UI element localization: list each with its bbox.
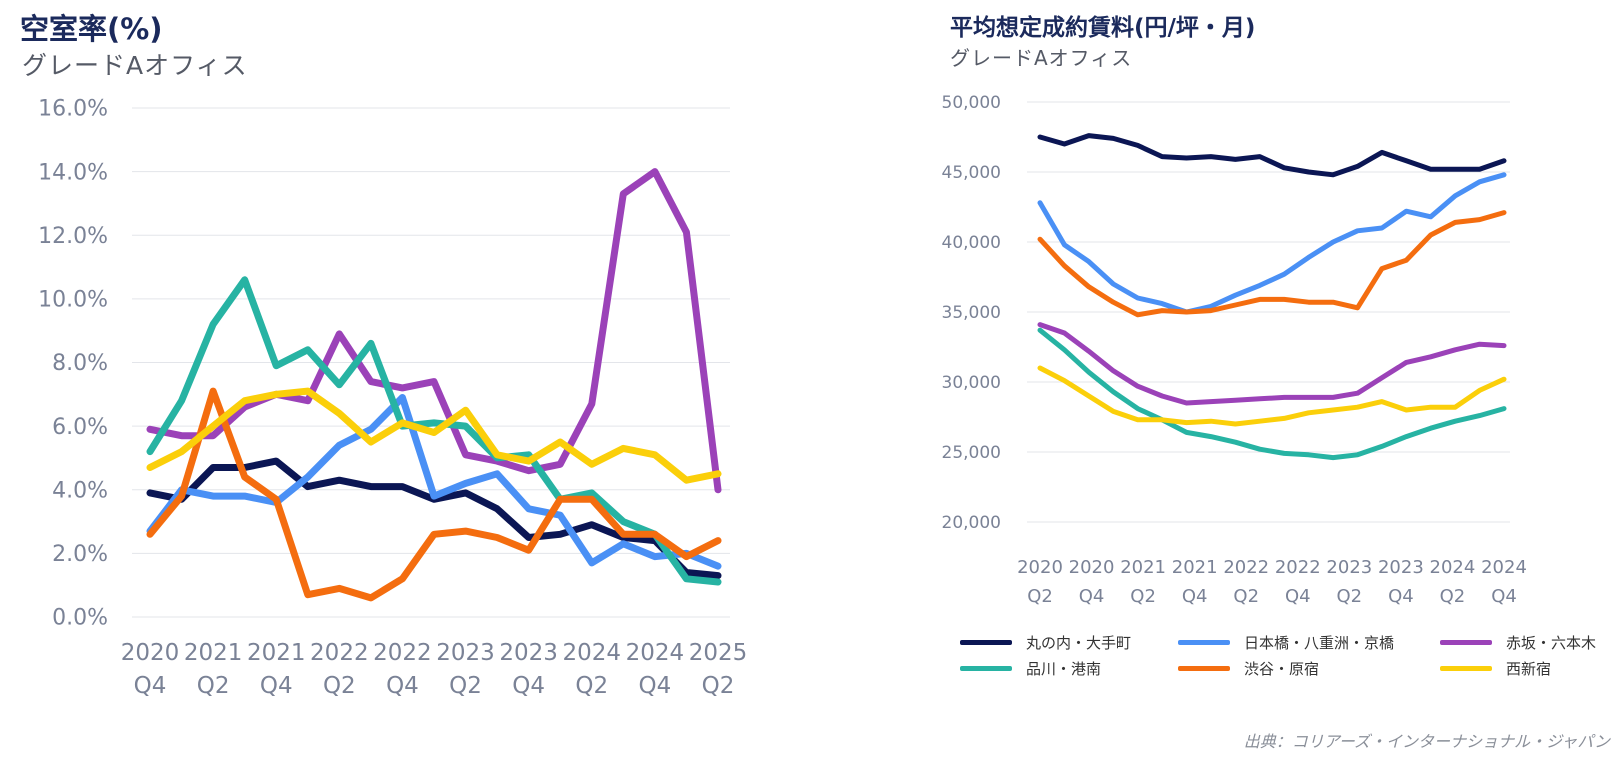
rent-y-tick-label: 50,000 xyxy=(942,93,1001,113)
rent-x-tick-year: 2022 xyxy=(1223,557,1269,578)
rent-x-tick-year: 2024 xyxy=(1481,557,1527,578)
rent-chart-title: 平均想定成約賃料(円/坪・月) xyxy=(950,15,1256,41)
vacancy-series-line-2 xyxy=(146,168,722,494)
legend-swatch-nihonbashi xyxy=(1178,640,1230,645)
rent-x-tick-year: 2020 xyxy=(1017,557,1063,578)
vacancy-x-tick-year: 2021 xyxy=(184,640,243,666)
vacancy-y-tick-label: 14.0% xyxy=(38,160,108,185)
vacancy-y-tick-label: 0.0% xyxy=(52,606,108,631)
vacancy-series-line-0 xyxy=(146,457,722,580)
vacancy-x-tick-year: 2022 xyxy=(310,640,369,666)
rent-x-tick-year: 2023 xyxy=(1378,557,1424,578)
vacancy-x-tick-quarter: Q2 xyxy=(323,673,356,699)
legend-label-marunouchi: 丸の内・大手町 xyxy=(1026,634,1132,652)
legend-label-nishishinjuku: 西新宿 xyxy=(1506,660,1552,678)
rent-x-tick-year: 2020 xyxy=(1069,557,1115,578)
rent-y-tick-label: 20,000 xyxy=(942,513,1001,533)
legend-swatch-akasaka xyxy=(1440,640,1492,645)
vacancy-y-tick-label: 12.0% xyxy=(38,224,108,249)
rent-series-line-1 xyxy=(1037,172,1507,315)
vacancy-x-tick-quarter: Q4 xyxy=(134,673,167,699)
rent-x-tick-quarter: Q4 xyxy=(1285,586,1311,607)
rent-series-line-3 xyxy=(1037,327,1507,461)
legend-item-shibuya: 渋谷・原宿 xyxy=(1178,658,1319,679)
legend-swatch-marunouchi xyxy=(960,640,1012,645)
rent-x-tick-quarter: Q4 xyxy=(1491,586,1517,607)
vacancy-series-line-1 xyxy=(146,394,722,570)
vacancy-x-tick-year: 2023 xyxy=(436,640,495,666)
vacancy-y-tick-label: 10.0% xyxy=(38,288,108,313)
rent-x-tick-quarter: Q4 xyxy=(1182,586,1208,607)
rent-x-tick-year: 2024 xyxy=(1430,557,1476,578)
rent-chart-subtitle: グレードAオフィス xyxy=(950,46,1133,70)
rent-x-tick-year: 2021 xyxy=(1120,557,1166,578)
vacancy-x-tick-quarter: Q4 xyxy=(512,673,545,699)
vacancy-x-tick-quarter: Q2 xyxy=(197,673,230,699)
legend-label-nihonbashi: 日本橋・八重洲・京橋 xyxy=(1244,634,1395,652)
vacancy-x-tick-year: 2022 xyxy=(373,640,432,666)
legend-item-akasaka: 赤坂・六本木 xyxy=(1440,632,1596,653)
rent-series-line-4 xyxy=(1037,210,1507,318)
legend-label-shibuya: 渋谷・原宿 xyxy=(1244,660,1320,678)
vacancy-x-tick-quarter: Q4 xyxy=(386,673,419,699)
vacancy-x-tick-quarter: Q2 xyxy=(449,673,482,699)
rent-x-tick-year: 2022 xyxy=(1275,557,1321,578)
legend-label-akasaka: 赤坂・六本木 xyxy=(1506,634,1597,652)
legend-label-shinagawa: 品川・港南 xyxy=(1026,660,1102,678)
rent-y-tick-label: 25,000 xyxy=(942,443,1001,463)
rent-series-line-0 xyxy=(1037,133,1507,178)
legend-swatch-shinagawa xyxy=(960,666,1012,671)
rent-x-tick-quarter: Q2 xyxy=(1337,586,1363,607)
vacancy-x-tick-quarter: Q4 xyxy=(639,673,672,699)
legend-swatch-shibuya xyxy=(1178,666,1230,671)
vacancy-x-tick-year: 2024 xyxy=(563,640,622,666)
legend-swatch-nishishinjuku xyxy=(1440,666,1492,671)
vacancy-y-tick-label: 16.0% xyxy=(38,97,108,122)
vacancy-x-tick-quarter: Q2 xyxy=(702,673,735,699)
vacancy-series-line-4 xyxy=(146,387,722,602)
rent-x-tick-quarter: Q2 xyxy=(1130,586,1156,607)
vacancy-x-tick-year: 2021 xyxy=(247,640,306,666)
vacancy-x-tick-year: 2023 xyxy=(499,640,558,666)
rent-y-tick-label: 30,000 xyxy=(942,373,1001,393)
rent-x-tick-quarter: Q4 xyxy=(1079,586,1105,607)
vacancy-x-tick-quarter: Q4 xyxy=(260,673,293,699)
vacancy-chart-title: 空室率(%) xyxy=(20,12,163,46)
vacancy-series-line-3 xyxy=(146,276,722,586)
rent-y-tick-label: 35,000 xyxy=(942,303,1001,323)
rent-series-line-2 xyxy=(1037,322,1507,406)
vacancy-y-tick-label: 6.0% xyxy=(52,415,108,440)
vacancy-x-tick-year: 2025 xyxy=(689,640,748,666)
vacancy-x-tick-year: 2020 xyxy=(121,640,180,666)
rent-x-tick-quarter: Q2 xyxy=(1027,586,1053,607)
rent-series-line-5 xyxy=(1037,365,1507,427)
legend-item-nishishinjuku: 西新宿 xyxy=(1440,658,1551,679)
legend-item-shinagawa: 品川・港南 xyxy=(960,658,1101,679)
source-note: 出典：コリアーズ・インターナショナル・ジャパン xyxy=(1243,732,1610,751)
rent-x-tick-year: 2021 xyxy=(1172,557,1218,578)
rent-y-tick-label: 45,000 xyxy=(942,163,1001,183)
legend-item-marunouchi: 丸の内・大手町 xyxy=(960,632,1131,653)
rent-x-tick-year: 2023 xyxy=(1326,557,1372,578)
vacancy-y-tick-label: 2.0% xyxy=(52,542,108,567)
rent-x-tick-quarter: Q2 xyxy=(1440,586,1466,607)
vacancy-series-line-5 xyxy=(146,387,722,484)
vacancy-chart-subtitle: グレードAオフィス xyxy=(22,51,248,80)
legend-item-nihonbashi: 日本橋・八重洲・京橋 xyxy=(1178,632,1394,653)
vacancy-x-tick-year: 2024 xyxy=(626,640,685,666)
rent-x-tick-quarter: Q4 xyxy=(1388,586,1414,607)
rent-y-tick-label: 40,000 xyxy=(942,233,1001,253)
vacancy-y-tick-label: 4.0% xyxy=(52,478,108,503)
rent-x-tick-quarter: Q2 xyxy=(1233,586,1259,607)
vacancy-x-tick-quarter: Q2 xyxy=(575,673,608,699)
vacancy-y-tick-label: 8.0% xyxy=(52,351,108,376)
